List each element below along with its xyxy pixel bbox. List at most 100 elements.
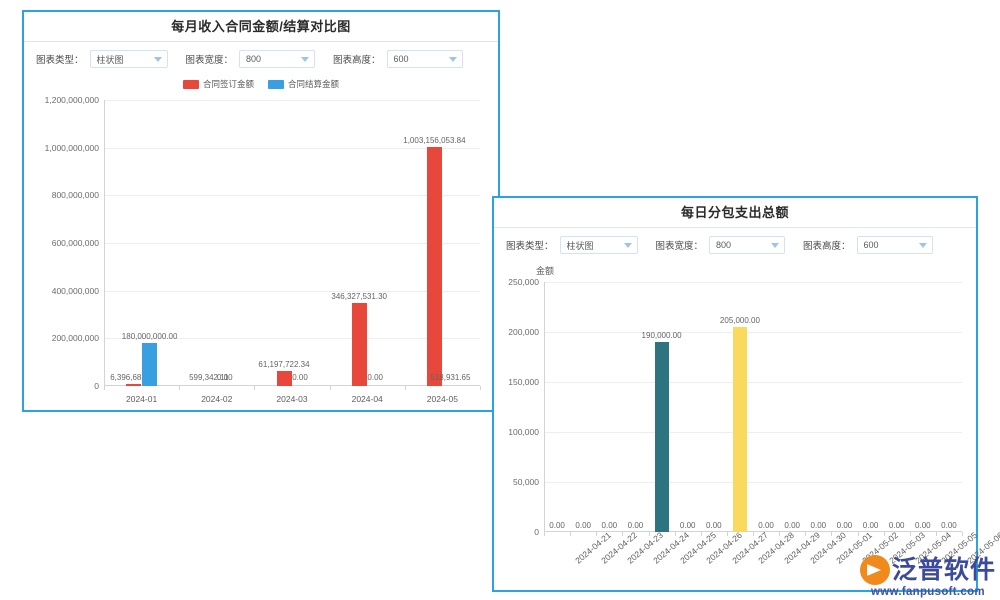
- y-axis-line: [104, 100, 105, 386]
- bar-value-label: 0.00: [810, 521, 827, 530]
- x-axis-line: [544, 531, 962, 532]
- bar-value-label: 0.00: [679, 521, 696, 530]
- bar[interactable]: [654, 342, 669, 532]
- chart-width-control-monthly: 图表宽度： 800: [186, 50, 316, 68]
- chart-type-control-daily: 图表类型： 柱状图: [506, 236, 638, 254]
- y-axis-tick-label: 100,000: [508, 427, 539, 437]
- y-axis-tick-label: 400,000,000: [51, 285, 99, 296]
- bar-value-label: 0.00: [915, 521, 931, 530]
- x-axis-label: 2024-02: [201, 394, 233, 404]
- chart-plot-monthly: 0 200,000,000 400,000,000 600,000,000 800,00…: [45, 95, 481, 404]
- monthly-contract-chart-panel: 每月收入合同金额/结算对比图 图表类型： 柱状图 图表宽度： 800 图表高度：: [22, 10, 500, 412]
- y-axis-tick-label: 0: [534, 527, 539, 537]
- chart-width-value: 800: [716, 240, 732, 250]
- x-axis-tickmark: [831, 532, 832, 536]
- x-axis-tickmark: [405, 386, 406, 390]
- bar-value-label: 61,197,722.34: [258, 360, 310, 370]
- bar-value-label: 180,000,000.00: [121, 332, 178, 342]
- grid-line: [104, 147, 480, 149]
- chart-type-select[interactable]: 柱状图: [559, 236, 638, 254]
- x-axis-label: 2024-05: [426, 394, 458, 404]
- y-axis-tick-label: 150,000: [508, 377, 539, 387]
- y-axis-tick-label: 600,000,000: [51, 238, 99, 248]
- x-axis-tickmark: [480, 386, 481, 390]
- grid-line: [544, 382, 962, 383]
- x-axis-tickmark: [675, 532, 676, 536]
- bar-value-label: 205,000.00: [719, 316, 760, 325]
- chart-type-label: 图表类型：: [506, 241, 554, 252]
- bar-value-label: 0.00: [217, 373, 233, 382]
- y-axis-tick-label: 800,000,000: [51, 190, 99, 201]
- grid-line: [544, 432, 962, 433]
- x-axis-tickmark: [254, 386, 255, 390]
- legend-swatch: [268, 79, 284, 89]
- legend-label: 合同结算金额: [288, 79, 340, 89]
- panel-title-monthly: 每月收入合同金额/结算对比图: [24, 12, 498, 42]
- bar[interactable]: [126, 384, 142, 386]
- y-axis-tick-label: 1,200,000,000: [44, 95, 99, 105]
- x-axis-tickmark: [962, 532, 963, 536]
- x-axis-tickmark: [330, 386, 331, 390]
- bar-value-label: 346,327,531.30: [331, 292, 387, 302]
- x-axis-line: [104, 385, 480, 386]
- chart-type-select[interactable]: 柱状图: [89, 50, 168, 68]
- x-axis-tickmark: [622, 532, 623, 536]
- x-axis-tickmark: [179, 386, 180, 390]
- legend-swatch: [182, 79, 199, 89]
- chart-width-value: 800: [246, 54, 262, 64]
- bar-value-label: 0.00: [549, 521, 565, 530]
- y-axis-tick-label: 250,000: [508, 277, 539, 287]
- bar[interactable]: [426, 146, 442, 386]
- x-axis-tickmark: [596, 532, 597, 536]
- chart-height-label: 图表高度：: [333, 55, 381, 66]
- chart-height-label: 图表高度：: [803, 241, 851, 252]
- bar-value-label: 6,396,683.50: [110, 373, 157, 382]
- chart-height-control-monthly: 图表高度： 600: [333, 50, 463, 68]
- x-axis-label: 2024-01: [125, 394, 158, 404]
- chart-controls-monthly: 图表类型： 柱状图 图表宽度： 800 图表高度： 600: [24, 42, 498, 76]
- chart-height-value: 600: [393, 54, 409, 64]
- chart-width-select[interactable]: 800: [239, 50, 316, 68]
- x-axis-tickmark: [649, 532, 650, 536]
- grid-line: [104, 338, 480, 340]
- y-axis-name-daily: 金额: [536, 266, 555, 276]
- bar-value-label: 0.00: [784, 521, 800, 530]
- grid-line: [104, 290, 480, 292]
- y-axis-tick-label: 0: [94, 381, 99, 391]
- x-axis-tickmark: [884, 532, 885, 536]
- x-axis-tickmark: [753, 532, 754, 536]
- grid-line: [104, 195, 480, 197]
- bar[interactable]: [732, 327, 747, 532]
- chart-width-label: 图表宽度：: [185, 55, 234, 66]
- bar-value-label: 0.00: [627, 521, 644, 530]
- bar-value-label: 0.00: [575, 521, 591, 530]
- chevron-down-icon: [153, 57, 162, 62]
- x-axis-tickmark: [858, 532, 859, 536]
- bar-value-label: 0.00: [601, 521, 618, 530]
- bar-value-label: 599,342.11: [189, 373, 229, 382]
- bar[interactable]: [351, 303, 367, 386]
- bar-value-label: 0.00: [888, 521, 905, 530]
- chart-legend-monthly: 合同签订金额 合同结算金额: [24, 76, 498, 92]
- bar-value-label: 0.00: [706, 521, 722, 530]
- chart-type-label: 图表类型：: [36, 55, 84, 66]
- x-axis-label: 2024-04: [351, 394, 383, 404]
- chart-height-value: 600: [863, 240, 879, 250]
- chart-height-control-daily: 图表高度： 600: [803, 236, 933, 254]
- chevron-down-icon: [771, 243, 780, 248]
- x-axis-tickmark: [544, 532, 545, 536]
- chart-height-select[interactable]: 600: [856, 236, 933, 254]
- legend-item[interactable]: 合同签订金额: [182, 78, 254, 90]
- chart-height-select[interactable]: 600: [386, 50, 463, 68]
- daily-subcontract-chart-panel: 每日分包支出总额 图表类型： 柱状图 图表宽度： 800 图表高度： 600: [492, 196, 1000, 592]
- legend-item[interactable]: 合同结算金额: [268, 78, 339, 90]
- chart-width-select[interactable]: 800: [709, 236, 786, 254]
- bar[interactable]: [276, 371, 292, 386]
- grid-line: [544, 332, 962, 333]
- bar[interactable]: [142, 343, 158, 386]
- chart-controls-daily: 图表类型： 柱状图 图表宽度： 800 图表高度： 600: [494, 228, 976, 262]
- bar-value-label: 518,931.65: [430, 373, 471, 382]
- chart-width-label: 图表宽度：: [655, 241, 704, 252]
- chart-type-value: 柱状图: [566, 240, 594, 251]
